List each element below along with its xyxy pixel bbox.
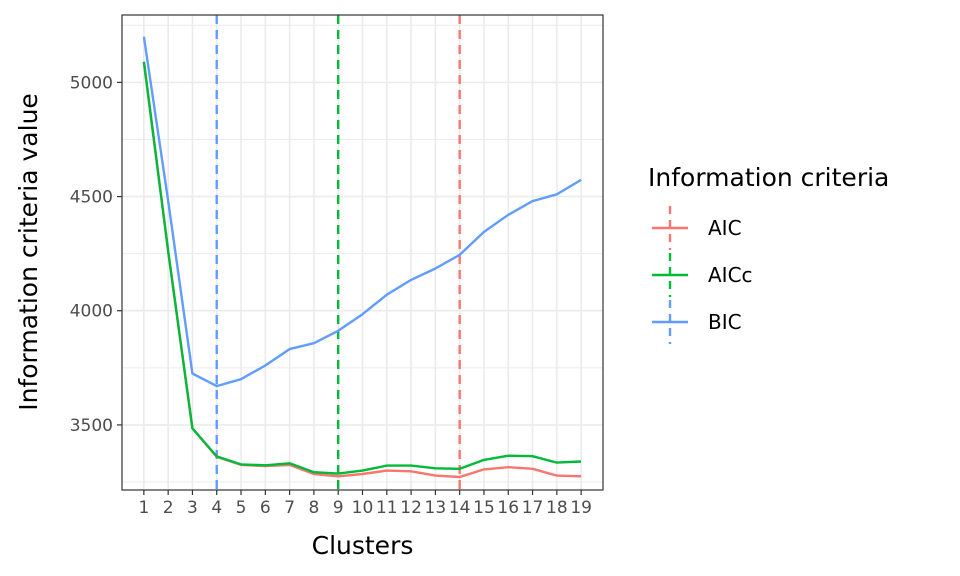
series-line-aicc (142, 61, 582, 475)
optimal-cluster-lines (215, 15, 461, 490)
x-tick-label: 2 (163, 498, 174, 518)
x-tick-label: 17 (522, 498, 544, 518)
legend-label-aic: AIC (708, 216, 742, 240)
x-tick-label: 13 (425, 498, 447, 518)
legend-label-aicc: AICc (708, 263, 753, 287)
legend: Information criteria AIC AICc BIC (648, 163, 889, 344)
y-axis: 3500 4000 4500 5000 (70, 73, 122, 436)
x-tick-label: 10 (352, 498, 374, 518)
x-tick-label: 3 (187, 498, 198, 518)
x-tick-label: 5 (236, 498, 247, 518)
x-tick-label: 11 (376, 498, 398, 518)
y-tick-label: 4000 (70, 302, 113, 322)
x-axis-title: Clusters (312, 531, 414, 560)
x-tick-label: 19 (570, 498, 592, 518)
x-tick-label: 4 (211, 498, 222, 518)
y-tick-label: 4500 (70, 188, 113, 208)
y-tick-label: 3500 (70, 416, 113, 436)
x-axis: 1 2 3 4 5 6 7 8 9 10 11 12 13 14 15 16 17 18 19 (138, 490, 592, 518)
legend-label-bic: BIC (708, 310, 742, 334)
x-tick-label: 16 (497, 498, 519, 518)
series-line-bic (142, 36, 582, 388)
x-tick-label: 18 (546, 498, 568, 518)
series-lines (142, 36, 582, 479)
x-tick-label: 1 (138, 498, 149, 518)
legend-title: Information criteria (648, 163, 889, 192)
x-tick-label: 15 (473, 498, 495, 518)
x-tick-label: 8 (309, 498, 320, 518)
x-tick-label: 7 (284, 498, 295, 518)
y-axis-title: Information criteria value (14, 93, 43, 411)
x-tick-label: 12 (400, 498, 422, 518)
x-tick-label: 14 (449, 498, 471, 518)
x-tick-label: 6 (260, 498, 271, 518)
y-tick-label: 5000 (70, 73, 113, 93)
x-tick-label: 9 (333, 498, 344, 518)
